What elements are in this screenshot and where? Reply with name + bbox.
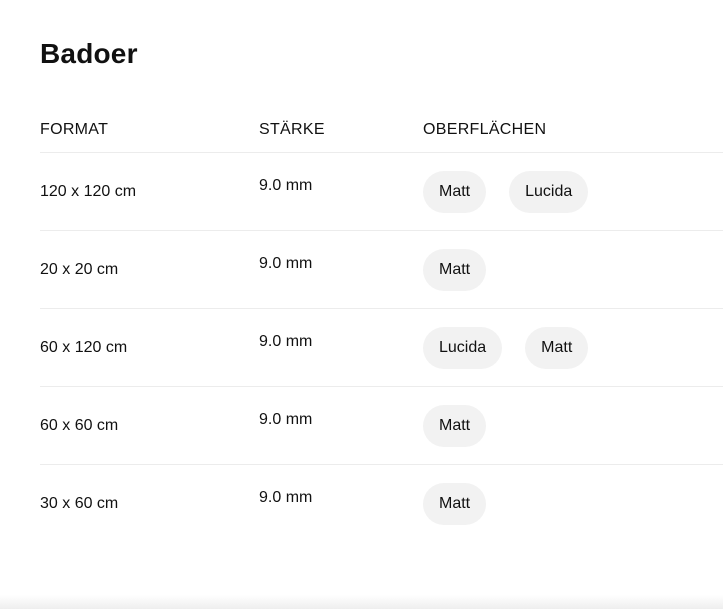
format-cell: 60 x 120 cm (40, 338, 128, 356)
finishes-cell: Matt Lucida (423, 170, 589, 213)
finish-chip[interactable]: Lucida (509, 170, 589, 213)
page-title: Badoer (40, 38, 138, 69)
finishes-cell: Matt (423, 248, 487, 291)
thickness-cell: 9.0 mm (259, 254, 313, 272)
table-row: 120 x 120 cm 9.0 mm Matt Lucida (40, 153, 723, 231)
table-row: 60 x 60 cm 9.0 mm Matt (40, 387, 723, 465)
format-cell: 120 x 120 cm (40, 182, 137, 200)
column-header-format: FORMAT (40, 121, 109, 138)
column-header-finishes: OBERFLÄCHEN (423, 121, 547, 138)
table-row: 60 x 120 cm 9.0 mm Lucida Matt (40, 309, 723, 387)
finish-chip[interactable]: Matt (423, 248, 487, 291)
table-row: 30 x 60 cm 9.0 mm Matt (40, 465, 723, 542)
table-header: FORMAT STÄRKE OBERFLÄCHEN (40, 108, 723, 153)
format-cell: 60 x 60 cm (40, 416, 119, 434)
format-cell: 20 x 20 cm (40, 260, 119, 278)
format-table: FORMAT STÄRKE OBERFLÄCHEN 120 x 120 cm 9… (40, 108, 723, 542)
finish-chip[interactable]: Matt (423, 170, 487, 213)
thickness-cell: 9.0 mm (259, 488, 313, 506)
thickness-cell: 9.0 mm (259, 176, 313, 194)
table-row: 20 x 20 cm 9.0 mm Matt (40, 231, 723, 309)
finishes-cell: Matt (423, 482, 487, 525)
finish-chip[interactable]: Matt (423, 404, 487, 447)
format-cell: 30 x 60 cm (40, 494, 119, 512)
column-header-thickness: STÄRKE (259, 121, 325, 138)
thickness-cell: 9.0 mm (259, 410, 313, 428)
finish-chip[interactable]: Lucida (423, 326, 503, 369)
bottom-shadow (0, 595, 723, 609)
finishes-cell: Matt (423, 404, 487, 447)
finish-chip[interactable]: Matt (525, 326, 589, 369)
finishes-cell: Lucida Matt (423, 326, 589, 369)
finish-chip[interactable]: Matt (423, 482, 487, 525)
thickness-cell: 9.0 mm (259, 332, 313, 350)
